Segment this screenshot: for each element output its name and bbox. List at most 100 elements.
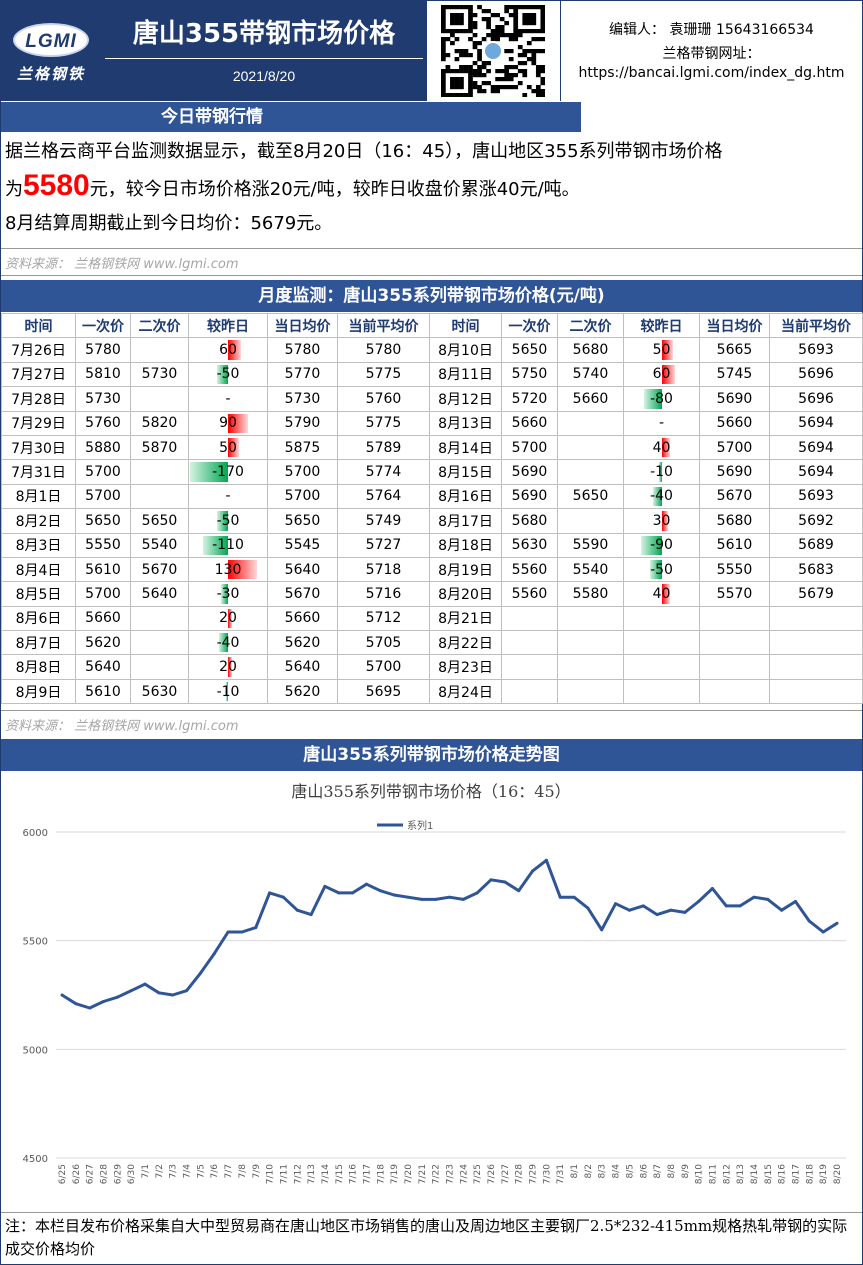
price-cell: 5790 (267, 410, 338, 436)
qr-module (486, 21, 491, 26)
increase-bar (228, 340, 242, 360)
change-cell: 60 (623, 361, 700, 388)
qr-module (468, 85, 473, 90)
qr-module (513, 73, 519, 78)
price-cell: 5810 (75, 361, 131, 388)
qr-module (513, 29, 519, 34)
qr-module (490, 33, 496, 38)
qr-module (522, 69, 528, 74)
column-header: 当日均价 (267, 312, 338, 339)
qr-module (481, 61, 487, 66)
date-cell: 8月12日 (429, 386, 502, 412)
x-tick-label: 7/21 (418, 1164, 428, 1184)
date-cell: 8月14日 (429, 434, 502, 461)
x-tick-label: 6/27 (86, 1164, 96, 1184)
column-header: 较昨日 (623, 312, 700, 339)
price-cell: 5610 (75, 678, 131, 705)
qr-module (540, 29, 545, 34)
qr-module (477, 69, 482, 74)
data-point (448, 895, 451, 899)
price-cell: 5550 (699, 556, 770, 583)
price-cell (623, 630, 700, 656)
x-tick-label: 7/29 (529, 1164, 539, 1184)
qr-module (441, 57, 446, 62)
qr-module (540, 21, 545, 26)
qr-module (526, 17, 532, 22)
x-tick-label: 6/29 (113, 1164, 123, 1184)
price-cell: 5694 (769, 459, 863, 485)
qr-module (477, 49, 482, 54)
qr-module (441, 25, 446, 30)
qr-module (522, 49, 528, 54)
qr-module (441, 5, 446, 10)
qr-module (508, 37, 514, 42)
date-cell: 8月5日 (1, 581, 76, 607)
data-point (254, 926, 258, 930)
qr-module (526, 49, 532, 54)
price-cell: 5630 (130, 678, 189, 705)
price-cell: 5560 (501, 556, 558, 583)
qr-module (490, 13, 496, 18)
qr-module (445, 5, 451, 10)
data-point (489, 878, 493, 882)
qr-module (517, 29, 523, 34)
change-value: -110 (212, 537, 244, 554)
data-point (420, 897, 424, 901)
change-value: -30 (216, 585, 240, 602)
x-tick-label: 8/16 (778, 1164, 788, 1184)
qr-module (504, 69, 510, 74)
qr-module (454, 69, 460, 74)
qr-module (495, 37, 500, 42)
qr-module (468, 93, 473, 97)
qr-module (495, 33, 500, 38)
data-point (406, 895, 410, 899)
qr-module (468, 17, 473, 22)
x-tick-label: 7/23 (446, 1164, 456, 1184)
price-cell (623, 678, 700, 705)
data-point (724, 904, 728, 908)
price-cell: 5683 (769, 556, 863, 583)
qr-module (486, 61, 491, 66)
qr-module (522, 93, 528, 97)
data-point (600, 928, 604, 932)
qr-module (513, 25, 519, 30)
price-cell: 5775 (337, 361, 430, 388)
decrease-bar (203, 535, 228, 555)
qr-module (445, 37, 451, 42)
qr-module (441, 21, 446, 26)
qr-module (522, 53, 528, 58)
data-point (766, 897, 770, 901)
qr-module (495, 69, 500, 74)
qr-module (468, 69, 473, 74)
qr-module (540, 13, 545, 18)
qr-module (472, 69, 478, 74)
change-value: 60 (652, 366, 671, 383)
price-cell: 5660 (699, 410, 770, 436)
qr-module (535, 37, 541, 42)
table-row: 8月8日 5640 20 5640 5700 8月23日 (1, 654, 863, 680)
qr-module (522, 73, 528, 78)
site-url-link[interactable]: https://bancai.lgmi.com/index_dg.htm (578, 65, 845, 81)
today-line-2-suffix: 元，较今日市场价格涨20元/吨，较昨日收盘价累涨40元/吨。 (89, 179, 580, 200)
column-header: 二次价 (130, 312, 189, 339)
date-cell: 8月24日 (429, 678, 502, 705)
monthly-price-table: 时间 一次价 二次价 较昨日 当日均价 当前平均价 时间 一次价 二次价 较昨日 当日均价 当前平均价… (1, 312, 863, 705)
qr-module (517, 69, 523, 74)
qr-module (508, 5, 514, 10)
increase-bar (661, 340, 673, 360)
x-tick-label: 7/12 (293, 1164, 303, 1184)
qr-module (540, 37, 545, 42)
qr-module (517, 61, 523, 66)
date-cell: 8月13日 (429, 410, 502, 436)
qr-module (517, 53, 523, 58)
x-tick-label: 8/20 (833, 1164, 843, 1184)
qr-module (463, 53, 469, 58)
date-cell: 8月2日 (1, 508, 76, 534)
qr-module (450, 93, 455, 97)
x-tick-label: 6/30 (127, 1164, 137, 1184)
qr-module (472, 45, 478, 50)
date-cell: 7月27日 (1, 361, 76, 388)
qr-module (450, 81, 455, 86)
qr-module (481, 81, 487, 86)
qr-module (535, 5, 541, 10)
